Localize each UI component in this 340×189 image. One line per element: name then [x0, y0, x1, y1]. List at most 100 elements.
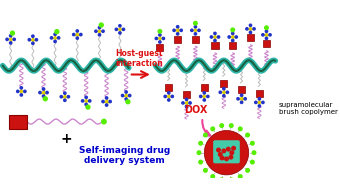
Circle shape: [230, 151, 234, 154]
Circle shape: [251, 142, 254, 145]
Bar: [165, 84, 172, 91]
Bar: [220, 80, 227, 87]
Circle shape: [251, 160, 254, 164]
Circle shape: [80, 33, 82, 36]
Circle shape: [119, 28, 121, 30]
Circle shape: [13, 38, 15, 40]
Circle shape: [162, 37, 165, 40]
Circle shape: [55, 30, 59, 34]
Bar: [211, 42, 219, 49]
Circle shape: [39, 91, 41, 94]
Circle shape: [50, 37, 53, 39]
Circle shape: [244, 98, 246, 100]
Circle shape: [171, 95, 173, 98]
Circle shape: [210, 36, 212, 38]
Circle shape: [197, 151, 201, 154]
Circle shape: [168, 95, 170, 98]
Circle shape: [198, 29, 200, 32]
Circle shape: [249, 31, 252, 34]
Circle shape: [258, 105, 260, 107]
Circle shape: [82, 100, 84, 102]
Circle shape: [42, 88, 45, 90]
Circle shape: [220, 156, 224, 160]
Circle shape: [32, 35, 34, 37]
Circle shape: [211, 127, 215, 131]
Circle shape: [17, 90, 19, 93]
Circle shape: [232, 32, 234, 35]
Circle shape: [102, 119, 106, 124]
Circle shape: [237, 98, 239, 100]
Circle shape: [173, 29, 175, 32]
Bar: [263, 40, 270, 47]
Circle shape: [99, 23, 103, 27]
Circle shape: [262, 101, 264, 104]
Circle shape: [217, 36, 220, 38]
Circle shape: [219, 91, 221, 93]
Circle shape: [223, 95, 225, 97]
Circle shape: [265, 26, 268, 29]
Circle shape: [98, 34, 101, 36]
Circle shape: [121, 94, 124, 97]
Circle shape: [214, 39, 216, 42]
Circle shape: [57, 37, 60, 39]
Circle shape: [214, 32, 216, 35]
Bar: [192, 36, 199, 43]
Circle shape: [64, 99, 66, 101]
Circle shape: [119, 32, 121, 34]
Circle shape: [85, 100, 87, 102]
Circle shape: [43, 97, 47, 101]
Circle shape: [203, 92, 205, 94]
Circle shape: [238, 127, 242, 131]
Circle shape: [64, 96, 66, 98]
Circle shape: [199, 142, 202, 145]
Circle shape: [252, 151, 256, 154]
Circle shape: [105, 104, 108, 106]
Circle shape: [24, 90, 26, 93]
Bar: [9, 115, 27, 129]
Circle shape: [194, 29, 197, 31]
Bar: [238, 86, 245, 94]
Circle shape: [225, 157, 228, 161]
Circle shape: [105, 101, 108, 103]
Circle shape: [11, 31, 14, 35]
Circle shape: [54, 33, 56, 36]
Circle shape: [168, 99, 170, 101]
Circle shape: [246, 133, 249, 137]
Circle shape: [20, 90, 22, 92]
Text: DOX: DOX: [184, 105, 207, 115]
Circle shape: [86, 105, 90, 109]
Circle shape: [204, 133, 207, 137]
Circle shape: [102, 100, 104, 103]
Circle shape: [194, 22, 197, 25]
Circle shape: [10, 35, 12, 37]
Circle shape: [125, 94, 127, 97]
Circle shape: [159, 41, 161, 43]
Bar: [256, 90, 263, 97]
Circle shape: [42, 95, 45, 97]
Circle shape: [125, 98, 127, 100]
Circle shape: [249, 24, 252, 26]
Circle shape: [164, 95, 166, 98]
Circle shape: [176, 29, 179, 31]
Circle shape: [122, 28, 125, 30]
Circle shape: [226, 91, 228, 93]
Circle shape: [232, 36, 234, 38]
Circle shape: [32, 39, 34, 41]
Circle shape: [200, 95, 202, 98]
Circle shape: [226, 147, 230, 151]
Text: Self-imaging drug
delivery system: Self-imaging drug delivery system: [79, 146, 170, 165]
Circle shape: [266, 34, 268, 36]
Circle shape: [217, 148, 220, 152]
Circle shape: [102, 30, 104, 32]
Circle shape: [99, 30, 101, 32]
Circle shape: [235, 36, 237, 38]
Circle shape: [238, 175, 242, 178]
Circle shape: [258, 101, 260, 103]
Circle shape: [229, 155, 233, 159]
Circle shape: [88, 100, 91, 102]
Circle shape: [241, 98, 243, 100]
Circle shape: [255, 101, 257, 104]
Circle shape: [230, 124, 233, 127]
Circle shape: [105, 97, 108, 99]
Bar: [183, 91, 190, 98]
